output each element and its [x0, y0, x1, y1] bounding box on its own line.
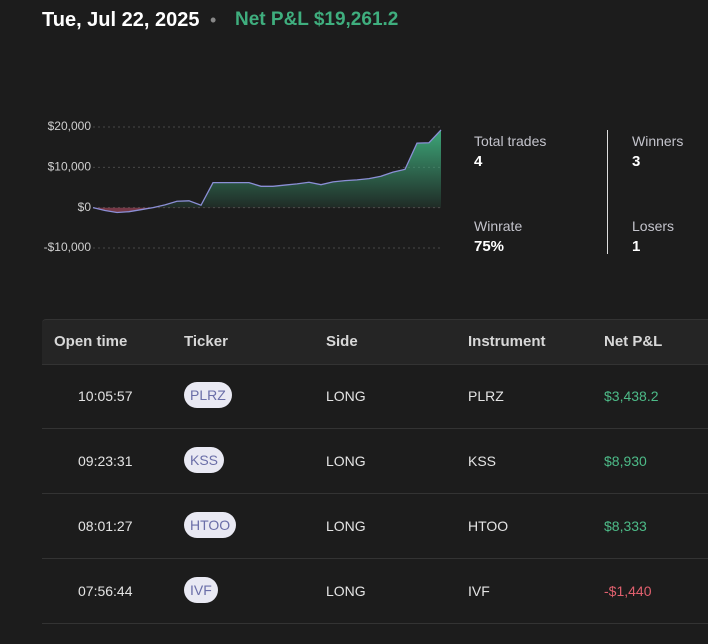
y-tick-label: $0: [78, 200, 92, 214]
table-header: [42, 319, 708, 365]
table-cell: 09:23:31: [78, 453, 133, 469]
row-divider: [42, 428, 708, 429]
stat-value: 1: [632, 238, 641, 255]
stat-label: Total trades: [474, 133, 547, 149]
stats-divider: [607, 130, 608, 254]
area-negative: [93, 207, 441, 213]
line: [92, 129, 442, 214]
table-cell: 10:05:57: [78, 388, 133, 404]
chart: $20,000 $10,000 $0 -$10,000: [44, 119, 442, 254]
ticker-pill: IVF: [184, 577, 218, 603]
row-divider: [42, 623, 708, 624]
table-cell: 08:01:27: [78, 518, 133, 534]
stat-value: 4: [474, 153, 483, 170]
separator: •: [210, 10, 217, 30]
ticker-pill: KSS: [184, 447, 225, 473]
table-cell: LONG: [326, 453, 366, 469]
stat-value: 75%: [474, 238, 505, 255]
net-pnl-cell: $3,438.2: [604, 388, 659, 404]
date: Tue, Jul 22, 2025: [42, 9, 200, 31]
table-cell: HTOO: [468, 518, 509, 534]
y-tick-label: $10,000: [48, 160, 92, 174]
table-cell: LONG: [326, 583, 366, 599]
net-pnl-cell: -$1,440: [604, 583, 652, 599]
table-cell: IVF: [468, 583, 490, 599]
table-cell: KSS: [468, 453, 497, 469]
table-cell: 07:56:44: [78, 583, 133, 599]
column-header: Instrument: [468, 333, 546, 350]
ticker-pill: HTOO: [184, 512, 237, 538]
y-tick-label: $20,000: [48, 119, 92, 133]
column-header: Side: [326, 333, 358, 350]
stat-label: Winners: [632, 133, 684, 149]
row-divider: [42, 558, 708, 559]
net-pnl-cell: $8,333: [604, 518, 647, 534]
column-header: Net P&L: [604, 333, 663, 350]
y-tick-label: -$10,000: [44, 240, 92, 254]
stat-label: Losers: [632, 218, 675, 234]
table-cell: PLRZ: [468, 388, 504, 404]
stat-value: 3: [632, 153, 641, 170]
column-header: Ticker: [184, 333, 228, 350]
net-pnl-cell: $8,930: [604, 453, 647, 469]
area-positive: [153, 129, 441, 208]
row-divider: [42, 493, 708, 494]
stat-label: Winrate: [474, 218, 523, 234]
trades-table: Open time Ticker Side Instrument Net P&L 10:0…: [42, 319, 708, 644]
column-header: Open time: [54, 333, 128, 350]
table-cell: LONG: [326, 518, 366, 534]
net-pnl: Net P&L $19,261.2: [235, 9, 399, 30]
table-cell: LONG: [326, 388, 366, 404]
ticker-pill: PLRZ: [184, 382, 232, 408]
